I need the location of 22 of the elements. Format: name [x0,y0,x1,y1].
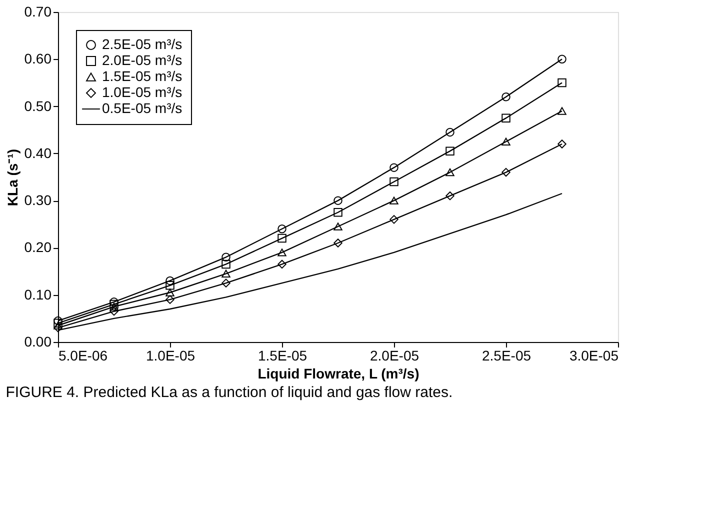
legend-label: 1.5E-05 m³/s [102,68,182,84]
x-tick-label: 1.5E-05 [258,348,308,364]
y-tick-label: 0.60 [24,50,52,67]
y-tick-label: 0.00 [24,334,52,350]
caption: FIGURE 4. Predicted KLa as a function of liquid and gas flow rates. [6,384,453,401]
y-tick-label: 0.20 [24,239,52,256]
x-tick-label: 2.5E-05 [482,348,532,364]
y-tick-label: 0.30 [24,192,52,208]
legend-label: 1.0E-05 m³/s [102,84,182,100]
x-tick-label: 1.0E-05 [146,348,196,364]
y-tick-label: 0.50 [24,98,52,114]
x-axis-title: Liquid Flowrate, L (m³/s) [258,366,420,382]
y-tick-label: 0.70 [24,4,52,20]
x-tick-label: 5.0E-06 [58,348,108,364]
y-tick-label: 0.10 [24,286,52,302]
y-tick-label: 0.40 [24,144,52,161]
legend-label: 0.5E-05 m³/s [102,100,182,116]
x-tick-label: 2.0E-05 [370,348,420,364]
y-axis-title: KLa (s⁻¹) [4,148,20,206]
legend-label: 2.0E-05 m³/s [102,52,182,68]
x-tick-label: 3.0E-05 [569,348,619,364]
legend-label: 2.5E-05 m³/s [102,36,182,52]
